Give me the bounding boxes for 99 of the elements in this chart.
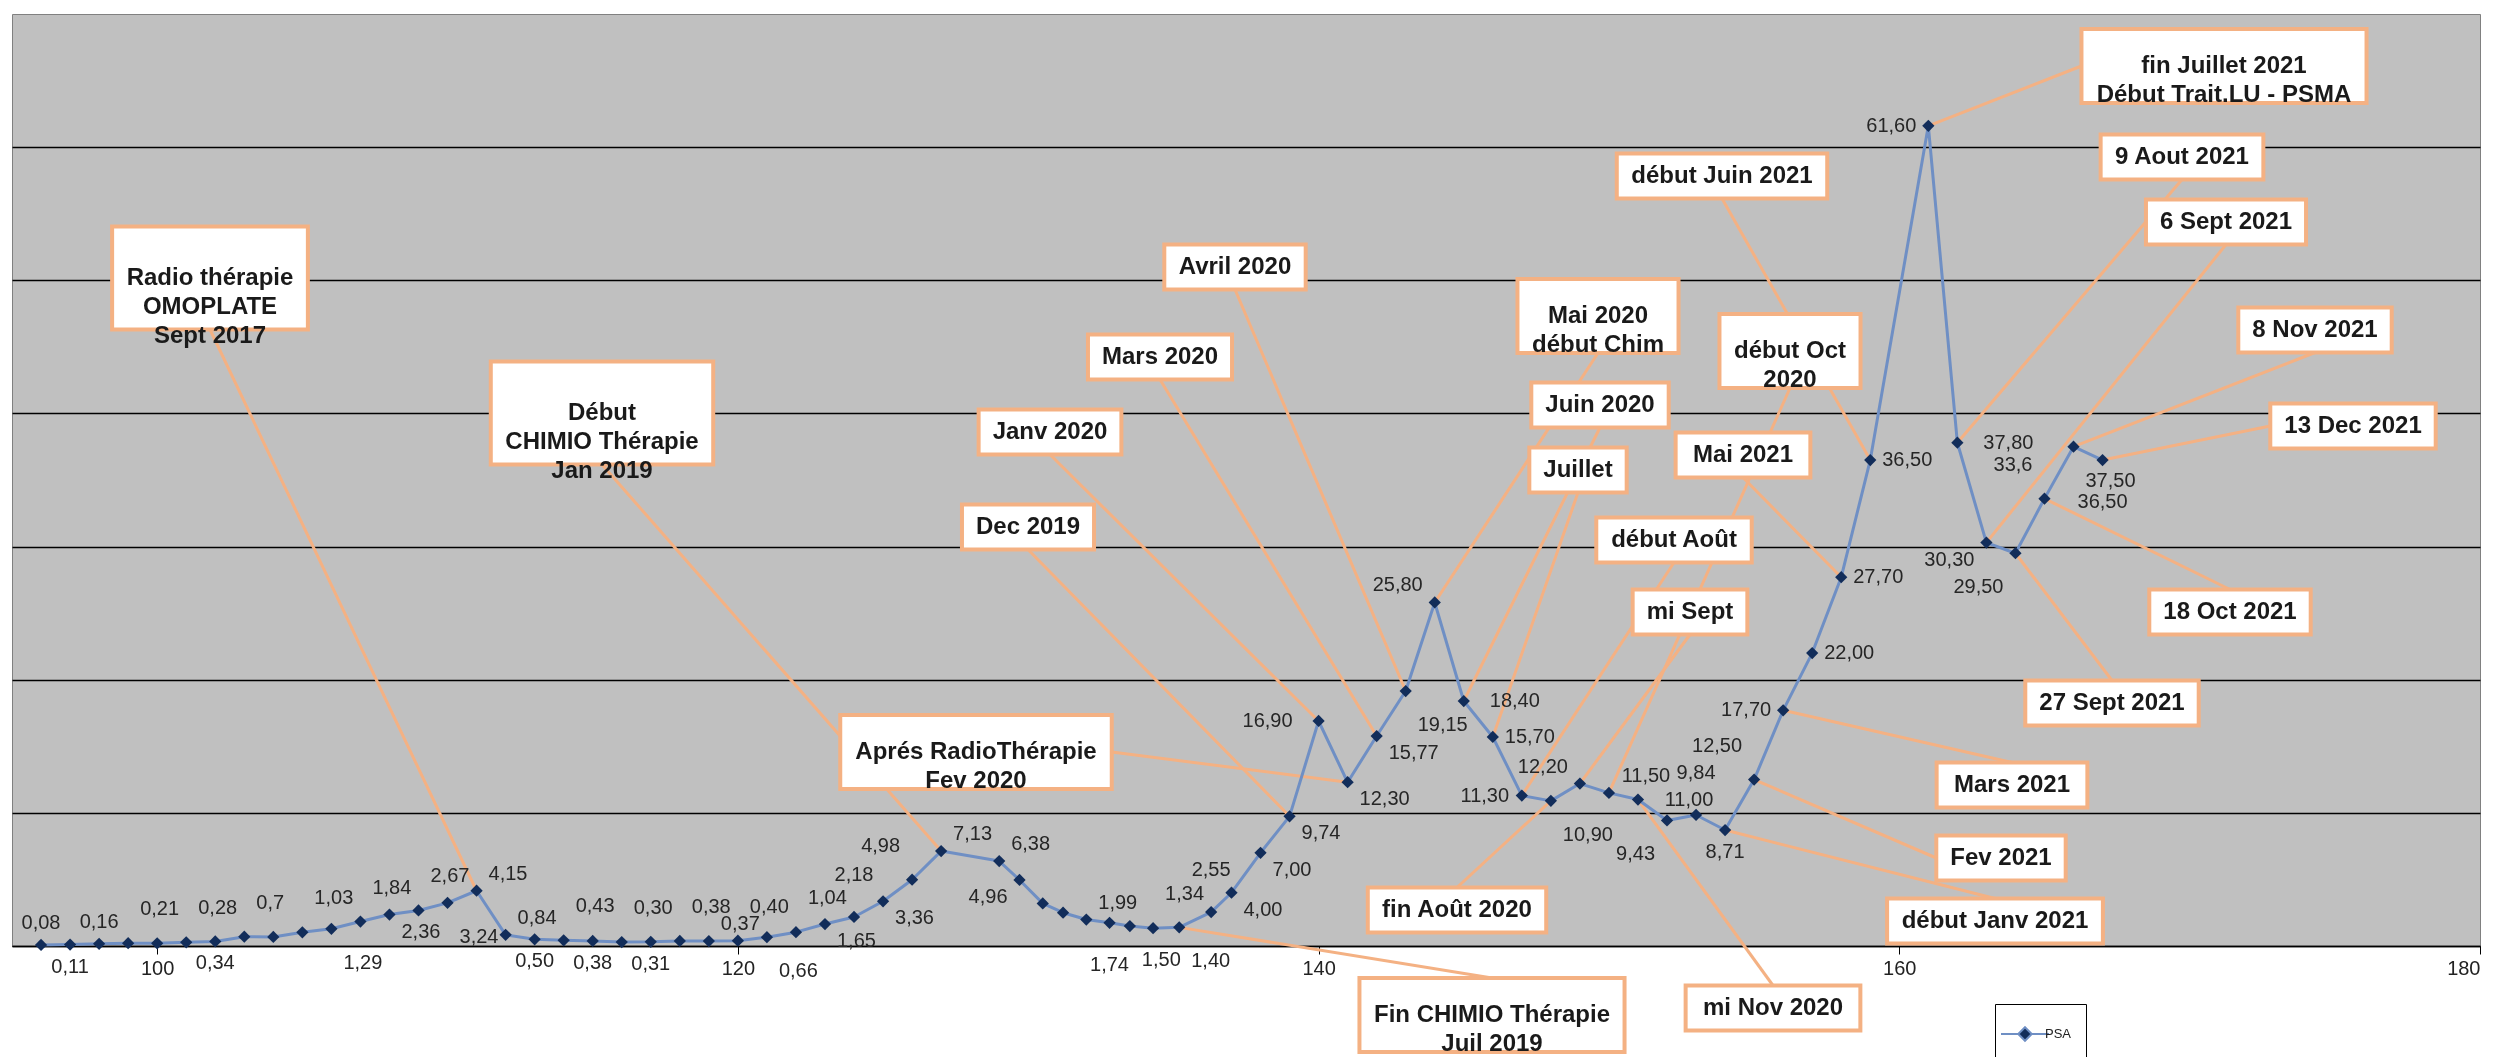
annotation: Radio thérapie OMOPLATE Sept 2017 (126, 263, 294, 348)
data-label: 25,80 (1372, 573, 1423, 596)
data-label: 36,50 (1882, 448, 1933, 471)
data-label: 0,08 (21, 910, 61, 933)
data-label: 4,98 (861, 833, 901, 856)
data-label: 61,60 (1866, 113, 1917, 136)
annotation: Mai 2020 début Chim (1532, 301, 1664, 357)
data-label: 0,84 (517, 905, 557, 928)
annotation: fin Août 2020 (1382, 895, 1532, 922)
annotation: Juin 2020 (1545, 390, 1655, 417)
data-label: 9,43 (1616, 842, 1656, 865)
data-label: 11,00 (1664, 787, 1714, 810)
data-label: 1,99 (1098, 890, 1138, 913)
annotation: Mars 2021 (1953, 770, 2071, 797)
data-label: 0,21 (140, 897, 180, 920)
data-label: 0,43 (575, 894, 615, 917)
data-label: 3,36 (895, 906, 934, 929)
x-tick-label: 160 (1883, 956, 1917, 979)
data-label: 22,00 (1824, 641, 1875, 664)
data-label: 2,36 (401, 919, 441, 942)
data-label: 33,6 (1993, 452, 2033, 475)
data-label: 8,71 (1705, 840, 1745, 863)
annotation: début Janv 2021 (1901, 906, 2089, 933)
annotation: début Juin 2021 (1631, 161, 1813, 188)
data-label: 0,34 (195, 951, 235, 974)
annotation: Aprés RadioThérapie Fev 2020 (855, 737, 1097, 793)
data-label: 37,50 (2085, 468, 2136, 491)
annotation: fin Juillet 2021 Début Trait.LU - PSMA (2096, 51, 2352, 107)
data-label: 15,77 (1388, 741, 1439, 764)
data-label: 0,50 (515, 949, 555, 972)
data-label: 1,40 (1191, 949, 1231, 972)
annotation: Mars 2020 (1101, 342, 1219, 369)
data-label: 16,90 (1242, 708, 1293, 731)
data-label: 36,50 (2077, 490, 2128, 513)
annotation: mi Sept (1646, 597, 1734, 624)
x-tick-label: 120 (721, 956, 756, 979)
data-label: 4,15 (488, 861, 528, 884)
data-label: 11,50 (1621, 763, 1671, 786)
data-label: 1,03 (314, 886, 354, 909)
data-label: 9,74 (1301, 821, 1341, 844)
data-label: 2,67 (430, 864, 470, 887)
annotation: 6 Sept 2021 (2159, 207, 2293, 234)
annotation: Dec 2019 (975, 512, 1081, 539)
data-label: 17,70 (1721, 698, 1772, 721)
data-label: 4,00 (1243, 897, 1283, 920)
x-tick-label: 100 (140, 956, 175, 979)
data-label: 1,74 (1090, 952, 1129, 975)
data-label: 2,18 (834, 862, 874, 885)
data-label: 0,30 (633, 896, 673, 919)
data-label: 0,16 (79, 909, 119, 932)
data-label: 1,65 (836, 929, 876, 952)
annotation: Juillet (1543, 455, 1613, 482)
annotation: Fev 2021 (1950, 843, 2052, 870)
data-label: 1,34 (1165, 882, 1205, 905)
data-label: 0,28 (198, 896, 238, 919)
data-label: 18,40 (1489, 689, 1540, 712)
annotation: Début CHIMIO Thérapie Jan 2019 (505, 398, 699, 483)
data-label: 12,50 (1692, 733, 1743, 756)
annotation: début Août (1611, 525, 1737, 552)
annotation: Fin CHIMIO Thérapie Juil 2019 (1373, 1000, 1611, 1056)
data-label: 29,50 (1953, 575, 2004, 598)
annotation: 8 Nov 2021 (2252, 315, 2378, 342)
annotation: 18 Oct 2021 (2163, 597, 2297, 624)
annotation: 27 Sept 2021 (2039, 688, 2185, 715)
annotation: 9 Aout 2021 (2115, 142, 2249, 169)
data-label: 10,90 (1562, 822, 1613, 845)
data-label: 6,38 (1011, 832, 1051, 855)
x-tick-label: 140 (1302, 956, 1336, 979)
data-label: 7,13 (953, 822, 993, 845)
annotation: 13 Dec 2021 (2284, 411, 2422, 438)
data-label: 9,84 (1676, 760, 1716, 783)
data-label: 7,00 (1272, 857, 1312, 880)
data-label: 0,66 (778, 959, 818, 982)
annotation: Mai 2021 (1692, 440, 1794, 467)
data-label: 1,50 (1141, 948, 1181, 971)
data-label: 1,84 (372, 875, 412, 898)
data-label: 15,70 (1504, 724, 1555, 747)
annotation: mi Nov 2020 (1702, 993, 1844, 1020)
legend-label: PSA (2045, 1026, 2072, 1041)
data-label: 1,29 (343, 950, 383, 973)
data-label: 1,04 (807, 886, 847, 909)
data-label: 27,70 (1853, 565, 1904, 588)
annotation: Avril 2020 (1178, 252, 1292, 279)
data-label: 12,30 (1359, 787, 1410, 810)
annotation: début Oct 2020 (1734, 336, 1846, 392)
data-label: 19,15 (1417, 713, 1468, 736)
data-label: 37,80 (1983, 430, 2034, 453)
data-label: 0,38 (573, 950, 613, 973)
data-label: 0,7 (256, 890, 285, 913)
annotation: Janv 2020 (992, 417, 1108, 444)
data-label: 12,20 (1517, 754, 1568, 777)
data-label: 4,96 (968, 884, 1008, 907)
data-label: 3,24 (459, 924, 499, 947)
data-label: 2,55 (1191, 858, 1231, 881)
data-label: 30,30 (1924, 547, 1975, 570)
data-label: 0,11 (51, 954, 89, 977)
data-label: 0,31 (631, 951, 671, 974)
data-label: 11,30 (1460, 783, 1510, 806)
x-tick-label: 180 (2447, 956, 2481, 979)
